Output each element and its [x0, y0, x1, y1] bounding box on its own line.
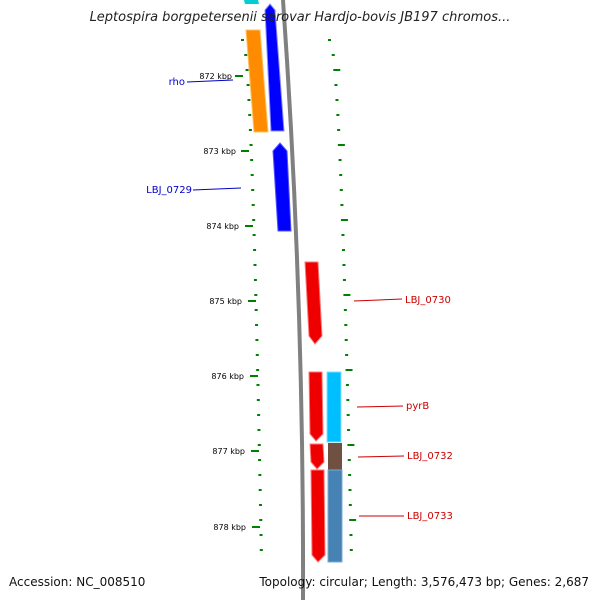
- gene-lbj-0732[interactable]: [309, 443, 325, 470]
- cog-feature-light-blue[interactable]: [326, 371, 342, 443]
- scale-label-872: 872 kbp: [199, 72, 232, 81]
- accession-text: Accession: NC_008510: [9, 575, 146, 589]
- gene-lbj-0730[interactable]: [304, 261, 323, 345]
- cog-feature-steel-blue[interactable]: [327, 469, 343, 563]
- label-leaders: [186, 79, 405, 517]
- scale-label-875: 875 kbp: [209, 297, 242, 306]
- scale-label-877: 877 kbp: [212, 447, 245, 456]
- cog-feature-cyan-top[interactable]: [244, 0, 259, 4]
- scale-label-873: 873 kbp: [203, 147, 236, 156]
- scale-label-878: 878 kbp: [213, 523, 246, 532]
- topology-text: Topology: circular; Length: 3,576,473 bp…: [259, 575, 589, 589]
- gene-label-rho[interactable]: rho: [169, 77, 185, 88]
- gene-label-pyrb[interactable]: pyrB: [406, 401, 429, 412]
- gene-label-lbj-0733[interactable]: LBJ_0733: [407, 511, 453, 522]
- scale-labels: 872 kbp 873 kbp 874 kbp 875 kbp 876 kbp …: [199, 72, 246, 532]
- tick-tracks: [241, 39, 357, 551]
- gene-pyrb[interactable]: [308, 371, 324, 442]
- cog-feature-brown[interactable]: [328, 443, 342, 470]
- scale-label-876: 876 kbp: [211, 372, 244, 381]
- map-title: Leptospira borgpetersenii serovar Hardjo…: [89, 10, 511, 25]
- gene-rho[interactable]: [264, 3, 285, 132]
- gene-lbj-0733[interactable]: [310, 469, 326, 563]
- scale-tick-marks: [235, 75, 260, 528]
- backbone-line: [281, 0, 306, 600]
- cog-feature-orange[interactable]: [245, 29, 269, 133]
- scale-label-874: 874 kbp: [206, 222, 239, 231]
- gene-label-lbj-0729[interactable]: LBJ_0729: [146, 185, 192, 196]
- gene-label-lbj-0732[interactable]: LBJ_0732: [407, 451, 453, 462]
- gene-label-lbj-0730[interactable]: LBJ_0730: [405, 295, 451, 306]
- gene-lbj-0729[interactable]: [272, 142, 292, 232]
